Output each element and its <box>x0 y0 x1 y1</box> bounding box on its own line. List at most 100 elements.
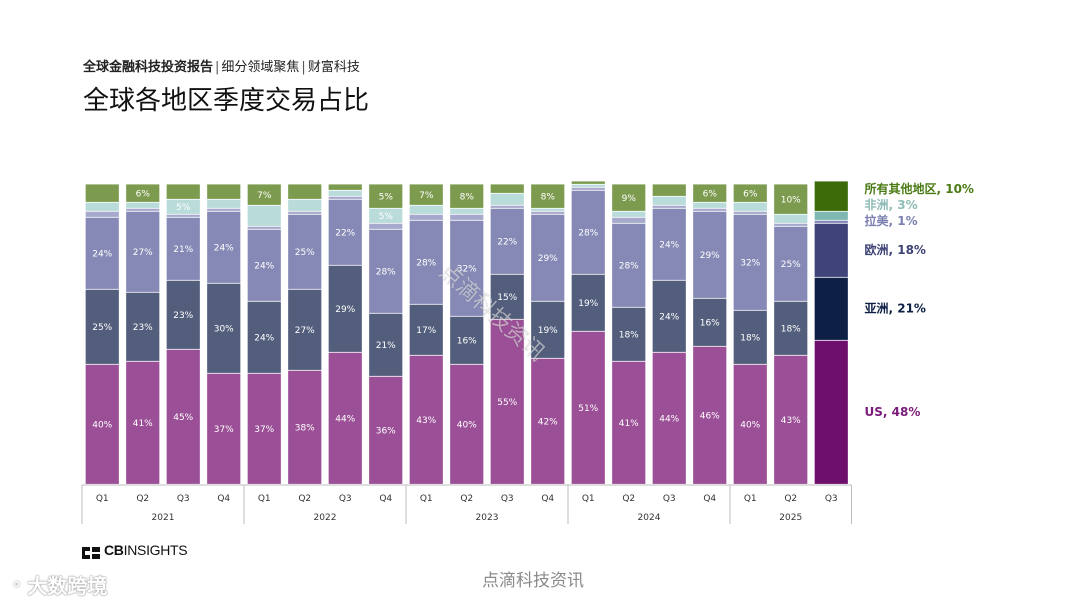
bar-segment-other <box>246 183 282 206</box>
data-label-us: 45% <box>173 413 193 423</box>
bar-segment-other <box>165 183 201 200</box>
subtitle-separator: | <box>215 60 220 75</box>
bar-segment-other <box>530 183 566 209</box>
data-label-us: 46% <box>700 412 720 422</box>
bar-segment-africa <box>206 198 242 209</box>
data-label-europe: 25% <box>781 260 801 270</box>
data-label-asia: 15% <box>497 293 517 303</box>
quarter-tick-label: Q2 <box>298 494 311 504</box>
bar-segment-europe <box>651 207 687 281</box>
data-label-us: 41% <box>619 419 639 429</box>
bar-segment-asia <box>165 279 201 350</box>
bar-segment-asia <box>489 273 525 320</box>
bar-segment-europe <box>449 219 485 317</box>
subtitle-part2: 细分领域聚焦 <box>221 60 300 75</box>
data-label-other: 7% <box>257 191 272 201</box>
legend-label: 拉美, 1% <box>865 213 918 228</box>
data-label-asia: 18% <box>740 334 760 344</box>
bar-segment-europe <box>206 210 242 284</box>
bar-segment-other <box>732 183 768 203</box>
data-label-europe: 24% <box>92 250 112 260</box>
data-label-asia: 21% <box>376 341 396 351</box>
bar-segment-africa <box>408 204 444 215</box>
bar-segment-africa <box>327 189 363 197</box>
bar-segment-us <box>206 372 242 485</box>
bar-segment-latam <box>408 213 444 221</box>
bar-segment-africa <box>813 210 849 221</box>
data-label-us: 37% <box>214 425 234 435</box>
bar-segment-asia <box>206 282 242 374</box>
bar-segment-us <box>570 330 606 485</box>
bar-segment-us <box>287 369 323 485</box>
data-label-other: 8% <box>460 193 475 203</box>
subtitle-part3: 财富科技 <box>307 60 360 75</box>
quarter-tick-label: Q4 <box>541 494 554 504</box>
data-label-europe: 28% <box>578 229 598 239</box>
data-label-us: 36% <box>376 427 396 437</box>
bar-segment-africa <box>692 201 728 209</box>
quarter-tick-label: Q2 <box>460 494 473 504</box>
data-label-asia: 25% <box>92 323 112 333</box>
data-label-us: 37% <box>254 425 274 435</box>
data-label-asia: 19% <box>578 299 598 309</box>
data-label-asia: 30% <box>214 325 234 335</box>
bar-segment-asia <box>84 288 120 365</box>
data-label-europe: 24% <box>254 262 274 272</box>
bar-segment-africa <box>246 204 282 227</box>
subtitle-separator: | <box>301 60 306 75</box>
bar-segment-us <box>732 363 768 485</box>
cbinsights-logo: CBINSIGHTS <box>82 542 188 559</box>
watermark-center: 点滴科技资讯 <box>482 571 584 591</box>
logo-text-rest: INSIGHTS <box>123 542 188 558</box>
report-subtitle: 全球金融科技投资报告 | 细分领域聚焦 | 财富科技 <box>83 56 360 75</box>
year-tick-label: 2021 <box>152 513 175 523</box>
bar-segment-other <box>651 183 687 197</box>
bar-segment-other <box>408 183 444 206</box>
legend-label: 亚洲, 21% <box>865 302 926 316</box>
bar-segment-us <box>125 360 161 485</box>
bar-segment-asia <box>287 288 323 371</box>
quarter-tick-label: Q4 <box>379 494 392 504</box>
data-label-other: 6% <box>703 190 718 200</box>
data-label-asia: 16% <box>700 319 720 329</box>
data-label-europe: 29% <box>538 254 558 264</box>
quarter-tick-label: Q4 <box>217 494 230 504</box>
data-label-asia: 17% <box>416 326 436 336</box>
quarter-tick-label: Q3 <box>501 494 514 504</box>
data-label-asia: 18% <box>781 325 801 335</box>
quarter-tick-label: Q1 <box>96 494 109 504</box>
data-label-europe: 24% <box>659 241 679 251</box>
data-label-europe: 27% <box>133 248 153 258</box>
data-label-asia: 23% <box>133 323 153 333</box>
bar-segment-latam <box>84 210 120 218</box>
legend-label: US, 48% <box>865 405 921 419</box>
subtitle-lead: 全球金融科技投资报告 <box>83 60 214 75</box>
data-label-us: 44% <box>335 415 355 425</box>
year-tick-label: 2022 <box>314 513 337 523</box>
quarter-tick-label: Q3 <box>177 494 190 504</box>
bar-segment-us <box>408 354 444 485</box>
bar-segment-africa <box>651 195 687 206</box>
year-tick-label: 2023 <box>476 513 499 523</box>
bar-segment-us <box>611 360 647 485</box>
data-label-europe: 32% <box>457 265 477 275</box>
quarter-tick-label: Q2 <box>622 494 635 504</box>
data-label-africa: 5% <box>379 212 394 222</box>
page-title: 全球各地区季度交易占比 <box>83 86 370 116</box>
bar-segment-us <box>489 318 525 485</box>
data-label-europe: 32% <box>740 259 760 269</box>
bar-segment-other <box>327 183 363 191</box>
data-label-us: 40% <box>740 421 760 431</box>
bar-segment-africa <box>773 213 809 224</box>
bar-segment-us <box>530 357 566 485</box>
watermark-left: ⚬ 大数跨境 <box>10 570 107 599</box>
data-label-us: 43% <box>781 416 801 426</box>
bar-segment-us <box>327 351 363 485</box>
data-label-europe: 28% <box>619 262 639 272</box>
bar-segment-other <box>570 180 606 185</box>
bar-segment-other <box>206 183 242 200</box>
data-label-us: 44% <box>659 415 679 425</box>
bar-segment-other <box>287 183 323 200</box>
bar-segment-asia <box>813 276 849 341</box>
data-label-us: 43% <box>416 416 436 426</box>
